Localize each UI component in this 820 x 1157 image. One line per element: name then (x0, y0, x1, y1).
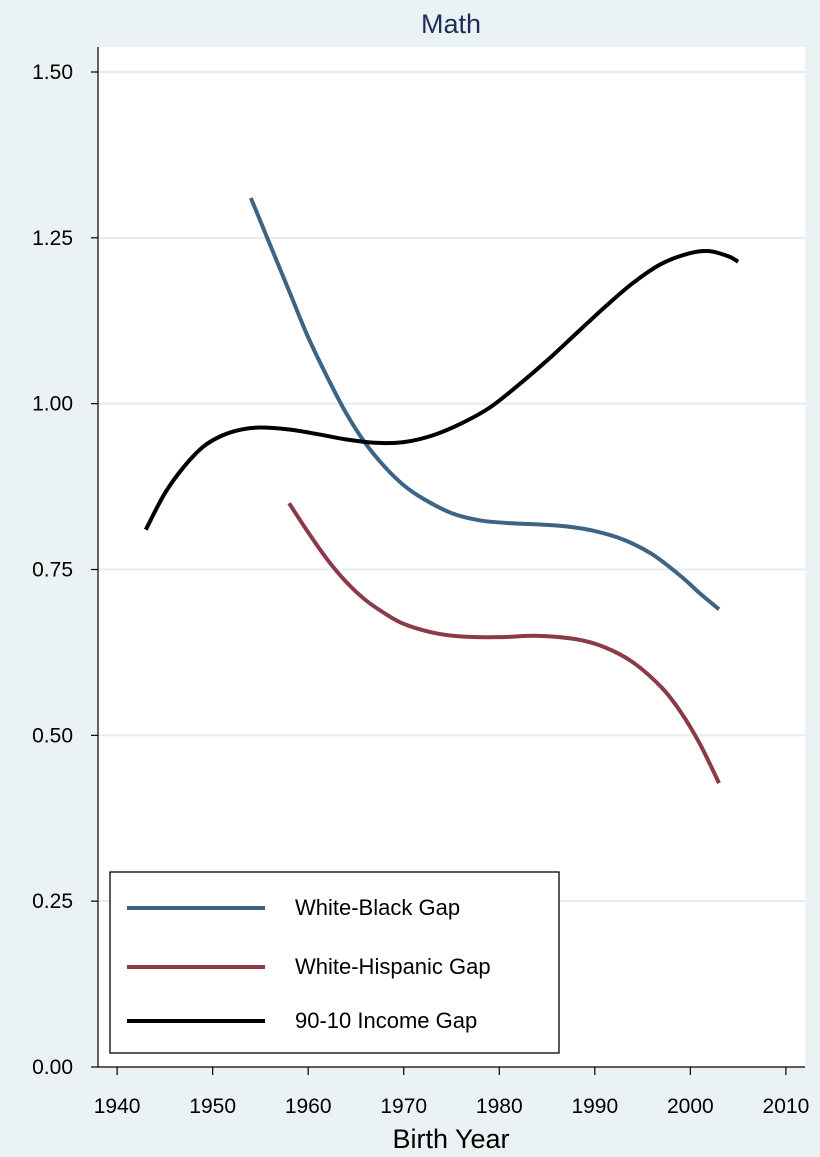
x-tick-label: 2000 (667, 1095, 714, 1118)
x-tick-label: 1970 (380, 1095, 427, 1118)
series-line-white-black-gap (249, 197, 721, 611)
x-tick-label: 1940 (94, 1095, 141, 1118)
y-tick-label: 0.25 (32, 890, 73, 913)
x-axis-ticks: 1940 1950 1960 1970 1980 1990 2000 2010 (94, 1067, 810, 1118)
legend-label-white-black-gap: White-Black Gap (295, 895, 460, 920)
series-line-white-hispanic-gap (287, 502, 721, 784)
y-tick-label: 1.00 (32, 393, 73, 416)
y-tick-label: 1.50 (32, 61, 73, 84)
y-tick-label: 0.50 (32, 724, 73, 747)
series-line-90-10-income-gap (143, 248, 740, 531)
y-axis-ticks: 0.00 0.25 0.50 0.75 1.00 1.25 1.50 (32, 61, 98, 1079)
legend: White-Black Gap White-Hispanic Gap 90-10 I… (109, 871, 560, 1054)
x-tick-label: 1980 (476, 1095, 523, 1118)
x-axis-title: Birth Year (392, 1124, 509, 1154)
x-tick-label: 1960 (285, 1095, 332, 1118)
chart-title: Math (421, 9, 481, 39)
y-tick-label: 0.75 (32, 559, 73, 582)
legend-label-white-hispanic-gap: White-Hispanic Gap (295, 954, 491, 979)
y-tick-label: 0.00 (32, 1056, 73, 1079)
y-tick-label: 1.25 (32, 227, 73, 250)
x-tick-label: 1990 (571, 1095, 618, 1118)
x-tick-label: 1950 (189, 1095, 236, 1118)
series-lines (143, 197, 740, 784)
legend-label-90-10-income-gap: 90-10 Income Gap (295, 1008, 477, 1033)
x-tick-label: 2010 (763, 1095, 810, 1118)
